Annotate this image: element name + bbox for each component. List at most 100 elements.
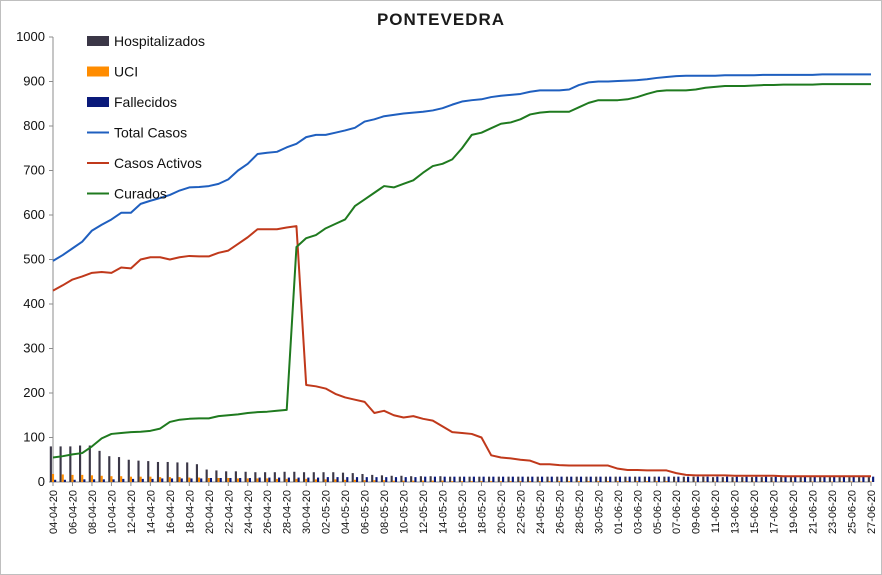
bar-fallecidos [560, 476, 563, 482]
bar-fallecidos [326, 477, 329, 482]
bar-fallecidos [482, 476, 485, 482]
bar-fallecidos [755, 476, 758, 482]
x-tick-label: 10-05-20 [399, 490, 411, 534]
bar-fallecidos [365, 477, 368, 482]
bar-hospitalizados [536, 476, 539, 482]
bar-hospitalizados [79, 445, 82, 482]
bar-fallecidos [735, 476, 738, 482]
bar-hospitalizados [760, 477, 763, 482]
bar-fallecidos [657, 476, 660, 482]
bar-fallecidos [346, 477, 349, 482]
bar-hospitalizados [429, 476, 432, 482]
bar-hospitalizados [351, 473, 354, 482]
bar-hospitalizados [809, 477, 812, 482]
x-tick-label: 16-04-20 [165, 490, 177, 534]
bar-uci [285, 478, 288, 482]
bar-hospitalizados [449, 476, 452, 482]
bar-uci [412, 480, 415, 482]
bar-fallecidos [190, 478, 193, 482]
bar-fallecidos [463, 476, 466, 482]
bar-hospitalizados [458, 476, 461, 482]
bar-fallecidos [579, 476, 583, 482]
bar-fallecidos [774, 476, 777, 482]
y-tick-label: 800 [23, 118, 45, 133]
bar-uci [159, 477, 162, 482]
bar-hospitalizados [721, 477, 724, 482]
bar-fallecidos [414, 477, 417, 482]
bar-fallecidos [628, 476, 631, 482]
bar-hospitalizados [682, 476, 685, 482]
legend-swatch-uci [87, 66, 109, 77]
bar-uci [392, 480, 395, 482]
x-tick-label: 12-05-20 [418, 490, 430, 534]
line-series-group [52, 73, 871, 478]
bar-fallecidos [141, 478, 144, 482]
bar-hospitalizados [332, 472, 335, 482]
y-tick-label: 0 [38, 474, 45, 489]
bar-hospitalizados [49, 446, 52, 482]
bar-hospitalizados [137, 460, 140, 482]
bar-uci [538, 481, 541, 482]
x-tick-label: 04-04-20 [48, 490, 60, 534]
bar-fallecidos [287, 477, 290, 482]
bar-hospitalizados [575, 476, 578, 482]
bar-uci [305, 478, 308, 482]
bar-hospitalizados [371, 474, 374, 482]
x-tick-label: 12-04-20 [126, 490, 138, 534]
bar-uci [188, 477, 191, 482]
bar-fallecidos [443, 476, 446, 482]
bar-hospitalizados [69, 446, 72, 482]
bar-fallecidos [511, 476, 514, 482]
bar-uci [441, 480, 444, 482]
bar-hospitalizados [858, 477, 861, 482]
legend-swatch-fallecidos [87, 97, 109, 107]
bar-fallecidos [180, 478, 183, 482]
bar-fallecidos [764, 476, 768, 482]
bar-series-group [49, 445, 875, 482]
bar-fallecidos [599, 476, 602, 482]
bar-uci [626, 481, 629, 482]
x-axis: 04-04-20 06-04-20 08-04-20 10-04-20 12-04-20… [48, 481, 878, 534]
y-axis: 0 100 200 300 400 500 600 700 800 900 1000 [16, 29, 54, 489]
x-tick-label: 26-05-20 [554, 490, 566, 534]
bar-hospitalizados [750, 477, 754, 482]
bar-fallecidos [706, 476, 709, 482]
bar-uci [373, 480, 376, 482]
bar-fallecidos [540, 476, 544, 482]
bar-hospitalizados [380, 475, 384, 482]
bar-fallecidos [784, 476, 787, 482]
bar-hospitalizados [322, 472, 325, 482]
x-tick-label: 22-04-20 [223, 490, 235, 534]
x-tick-label: 20-04-20 [204, 490, 216, 534]
bar-uci [198, 477, 201, 482]
x-tick-label: 22-05-20 [515, 490, 527, 534]
bar-uci [568, 481, 571, 482]
bar-fallecidos [297, 477, 300, 482]
bar-uci [421, 480, 425, 482]
x-tick-label: 01-06-20 [613, 490, 625, 534]
bar-hospitalizados [254, 472, 257, 482]
bar-fallecidos [696, 476, 699, 482]
bar-hospitalizados [526, 476, 530, 482]
bar-fallecidos [453, 476, 456, 482]
bar-uci [353, 479, 356, 482]
bar-uci [402, 480, 405, 482]
bar-uci [61, 474, 64, 482]
bar-hospitalizados [361, 473, 364, 482]
bar-fallecidos [229, 477, 232, 482]
bar-uci [324, 479, 327, 482]
bar-uci [616, 481, 619, 482]
x-tick-label: 04-05-20 [340, 490, 352, 534]
bar-hospitalizados [225, 471, 228, 482]
x-tick-label: 07-06-20 [671, 490, 683, 534]
bar-hospitalizados [400, 475, 403, 482]
bar-fallecidos [521, 476, 524, 482]
bar-uci [314, 479, 317, 482]
bar-hospitalizados [215, 470, 218, 482]
legend-label: Fallecidos [114, 94, 177, 110]
x-tick-label: 18-04-20 [184, 490, 196, 534]
x-tick-label: 14-04-20 [145, 490, 157, 534]
bar-uci [81, 474, 84, 482]
bar-fallecidos [472, 476, 475, 482]
x-tick-label: 06-04-20 [67, 490, 79, 534]
